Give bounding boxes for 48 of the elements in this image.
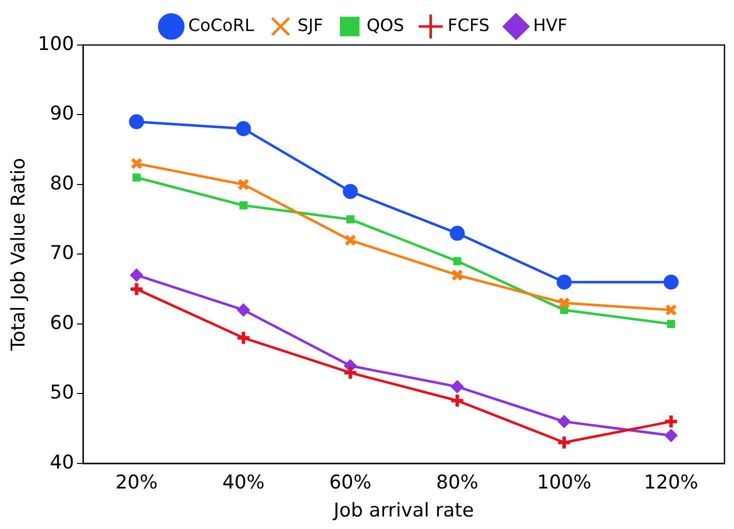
point	[450, 380, 464, 394]
point	[128, 281, 144, 297]
x-tick-label: 40%	[222, 472, 265, 494]
y-tick-label: 50	[50, 382, 74, 404]
point	[236, 303, 250, 316]
point	[556, 274, 572, 290]
x-tick-label: 120%	[644, 472, 698, 494]
point	[453, 257, 462, 266]
x-axis-title: Job arrival rate	[332, 500, 474, 522]
point	[449, 392, 465, 408]
x-tick-label: 80%	[436, 472, 478, 494]
point	[239, 201, 248, 210]
point	[129, 114, 144, 130]
legend-label: QOS	[366, 16, 404, 36]
y-tick-label: 80	[50, 172, 74, 194]
point	[236, 330, 252, 346]
legend-label: SJF	[298, 16, 324, 36]
point	[663, 414, 679, 430]
legend-label: HVF	[533, 16, 568, 36]
x-tick-label: 100%	[536, 472, 592, 494]
point	[558, 415, 571, 428]
legend-label: CoCoRL	[188, 16, 255, 36]
point	[664, 429, 678, 442]
point	[237, 178, 250, 190]
point	[450, 226, 465, 241]
point	[130, 158, 143, 170]
point	[342, 184, 358, 199]
point	[344, 234, 356, 246]
point	[556, 434, 572, 450]
y-tick-label: 70	[50, 242, 74, 264]
y-tick-label: 60	[50, 312, 74, 334]
point	[236, 121, 251, 136]
point	[664, 274, 679, 290]
point	[130, 268, 144, 282]
y-tick-label: 90	[50, 102, 74, 125]
point	[451, 269, 464, 282]
legend-label: FCFS	[448, 16, 490, 36]
y-axis-title: Total Job Value Ratio	[7, 158, 30, 352]
point	[132, 173, 141, 182]
point	[558, 297, 570, 310]
x-tick-label: 60%	[329, 472, 372, 494]
x-tick-label: 20%	[115, 472, 158, 494]
y-tick-label: 40	[50, 451, 74, 474]
point	[667, 320, 676, 328]
y-tick-label: 100	[38, 32, 74, 55]
point	[342, 364, 358, 380]
point	[665, 304, 678, 316]
point	[346, 215, 354, 224]
